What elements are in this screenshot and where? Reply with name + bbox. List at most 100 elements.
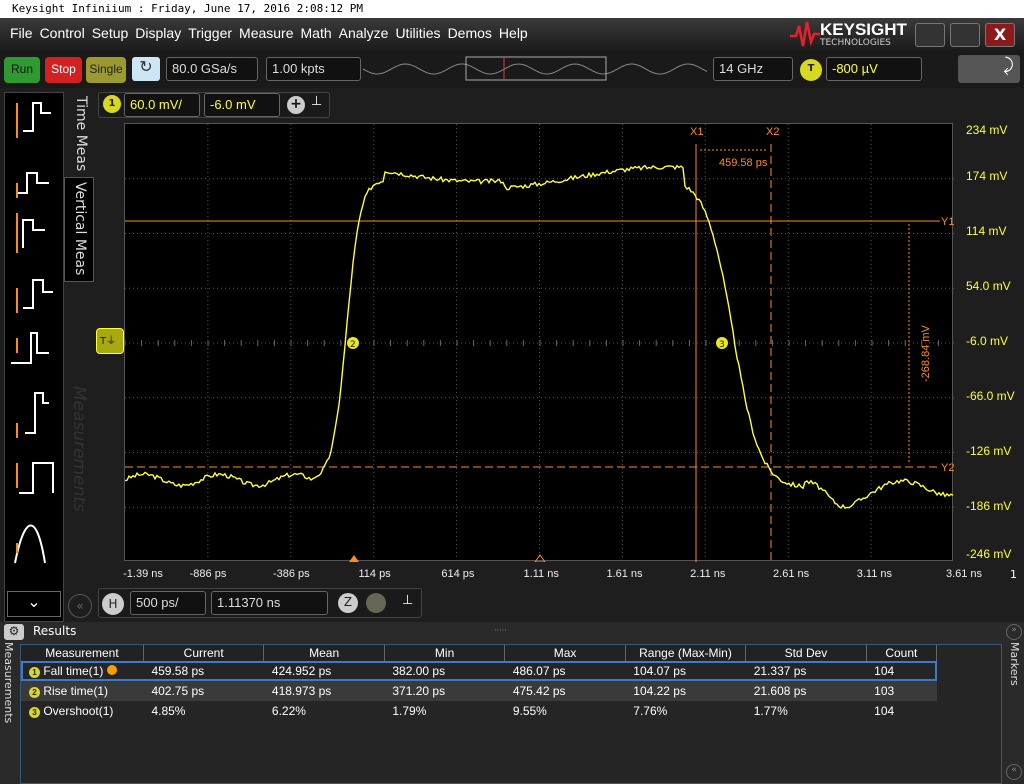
y-axis-label: -246 mV [966,547,1012,561]
x-axis-label: 3.11 ns [856,568,893,580]
collapse-icon[interactable]: « [1006,764,1022,780]
measurement-value: 104.07 ps [633,664,686,678]
x-axis-label: -886 ps [189,568,227,580]
menu-measure[interactable]: Measure [239,25,294,41]
measurement-marker-label: 2 [350,340,356,350]
x-axis-label: 2.61 ns [773,568,810,580]
amplitude-icon [23,102,51,132]
base-icon [17,172,49,194]
memory-depth-field[interactable]: 1.00 kpts [266,57,361,81]
single-button[interactable]: Single [86,57,126,83]
keysight-logo: KEYSIGHT TECHNOLOGIES [790,20,910,48]
gear-icon[interactable]: ⚙ [4,624,24,640]
horizontal-knob-icon[interactable] [366,593,386,613]
channel-number-label: 1 [1010,568,1017,581]
measurement-value: 104 [874,664,895,678]
column-header[interactable]: Current [143,645,265,661]
zoom-icon[interactable]: Z [338,593,358,613]
min-icon [11,332,49,364]
bandwidth-field[interactable]: 14 GHz [713,57,793,81]
table-row[interactable]: 3 Overshoot(1) 4.85% 6.22% 1.79% 9.55% 7.76% 1… [21,701,937,721]
channel-1-trace [124,164,954,509]
measurement-value: 475.42 ps [512,684,566,698]
measurement-number-badge: 2 [29,687,40,698]
x-axis-label: 114 ps [358,568,391,580]
vertical-scale-field[interactable]: 60.0 mV/ [124,93,200,117]
pin-icon[interactable]: ⊥ [402,593,414,608]
waveform-overview[interactable] [363,56,707,82]
sample-rate-field[interactable]: 80.0 GSa/s [166,57,258,81]
menu-display[interactable]: Display [135,25,182,41]
column-header[interactable]: Measurement [21,645,144,661]
measurement-value: 382.00 ps [392,664,446,678]
window-title: Keysight Infiniium : Friday, June 17, 20… [0,0,1024,18]
x-axis-label: 2.11 ns [690,568,726,580]
vertical-offset-field[interactable]: -6.0 mV [204,93,280,117]
vrms-icon [19,462,54,494]
menu-demos[interactable]: Demos [447,25,492,41]
horizontal-badge[interactable]: H [102,593,124,615]
close-button[interactable]: X [985,23,1015,47]
tab-vertical-meas[interactable]: Vertical Meas [64,177,94,282]
autoscale-icon[interactable]: ↻ [132,57,160,81]
menu-help[interactable]: Help [498,25,528,41]
logo-wave-icon [790,21,820,47]
waveform-svg: X1 X2 Y1 Y2 459.58 ps -268.84 mV 2 3 [124,124,954,563]
x-axis-label: 1.11 ns [523,568,559,580]
menu-bar: File Control Setup Display Trigger Measure Mat… [0,18,1024,50]
x-axis-label: -1.39 ns [123,568,163,580]
x-axis-label: 1.61 ns [606,568,643,580]
resize-handle[interactable]: ····· [494,626,507,635]
run-button[interactable]: Run [4,57,40,83]
average-icon [14,524,46,564]
menu-math[interactable]: Math [300,25,332,41]
column-header[interactable]: Max [504,645,626,661]
measurements-label: Measurements [69,386,89,512]
menu-utilities[interactable]: Utilities [395,25,441,41]
column-header[interactable]: Std Dev [745,645,867,661]
maximize-button[interactable] [950,23,980,47]
table-row[interactable]: 2 Rise time(1) 402.75 ps 418.973 ps 371.20 … [21,681,937,701]
menu-trigger[interactable]: Trigger [188,25,233,41]
menu-file[interactable]: File [10,25,33,41]
timebase-scale-field[interactable]: 500 ps/ [130,591,206,615]
add-channel-icon[interactable]: + [287,96,305,114]
column-header[interactable]: Range (Max-Min) [625,645,747,661]
tab-time-meas[interactable]: Time Meas [73,96,89,172]
measurement-value: 104 [874,704,895,718]
y-axis-label: -186 mV [966,499,1012,513]
tab-measurements[interactable]: Measurements [2,642,15,724]
measurement-marker [716,337,728,349]
menu-control[interactable]: Control [39,25,85,41]
stop-button[interactable]: Stop [45,57,82,83]
minimize-button[interactable] [915,23,945,47]
trigger-mode-icon[interactable]: ⤸ [958,55,1020,83]
max-icon [23,279,53,309]
tab-markers[interactable]: Markers [1008,642,1021,686]
active-indicator-icon [106,665,117,675]
measurement-value: 424.952 ps [271,664,332,678]
results-table: Measurement Current Mean Min Max Range (Max-M… [21,645,938,721]
scroll-down-button[interactable]: ⌄ [7,591,61,617]
pin-icon[interactable]: ⊥ [311,94,323,109]
collapse-icon[interactable]: « [68,594,92,618]
y-axis-label: -66.0 mV [966,389,1015,403]
menu-setup[interactable]: Setup [91,25,129,41]
x-axis-label: -386 ps [272,568,310,580]
trigger-level-field[interactable]: -800 µV [826,57,922,81]
column-header[interactable]: Count [866,645,938,661]
column-header[interactable]: Min [384,645,506,661]
trigger-badge[interactable]: T [800,59,822,81]
column-header[interactable]: Mean [263,645,385,661]
waveform-display[interactable]: X1 X2 Y1 Y2 459.58 ps -268.84 mV 2 3 [124,123,954,563]
menu-analyze[interactable]: Analyze [338,25,389,41]
table-row[interactable]: 1 Fall time(1) 459.58 ps 424.952 ps 382.00… [21,661,937,681]
ground-reference-marker[interactable]: T⏚ [96,328,124,354]
horizontal-position-field[interactable]: 1.11370 ns [211,591,328,615]
cursor-y2-label: Y2 [941,462,954,474]
delta-y-readout: -268.84 mV [920,324,932,382]
expand-icon[interactable]: » [1006,624,1022,640]
measurement-value: 21.608 ps [753,684,807,698]
logo-subtext: TECHNOLOGIES [820,38,891,48]
channel-1-badge[interactable]: 1 [103,95,121,113]
